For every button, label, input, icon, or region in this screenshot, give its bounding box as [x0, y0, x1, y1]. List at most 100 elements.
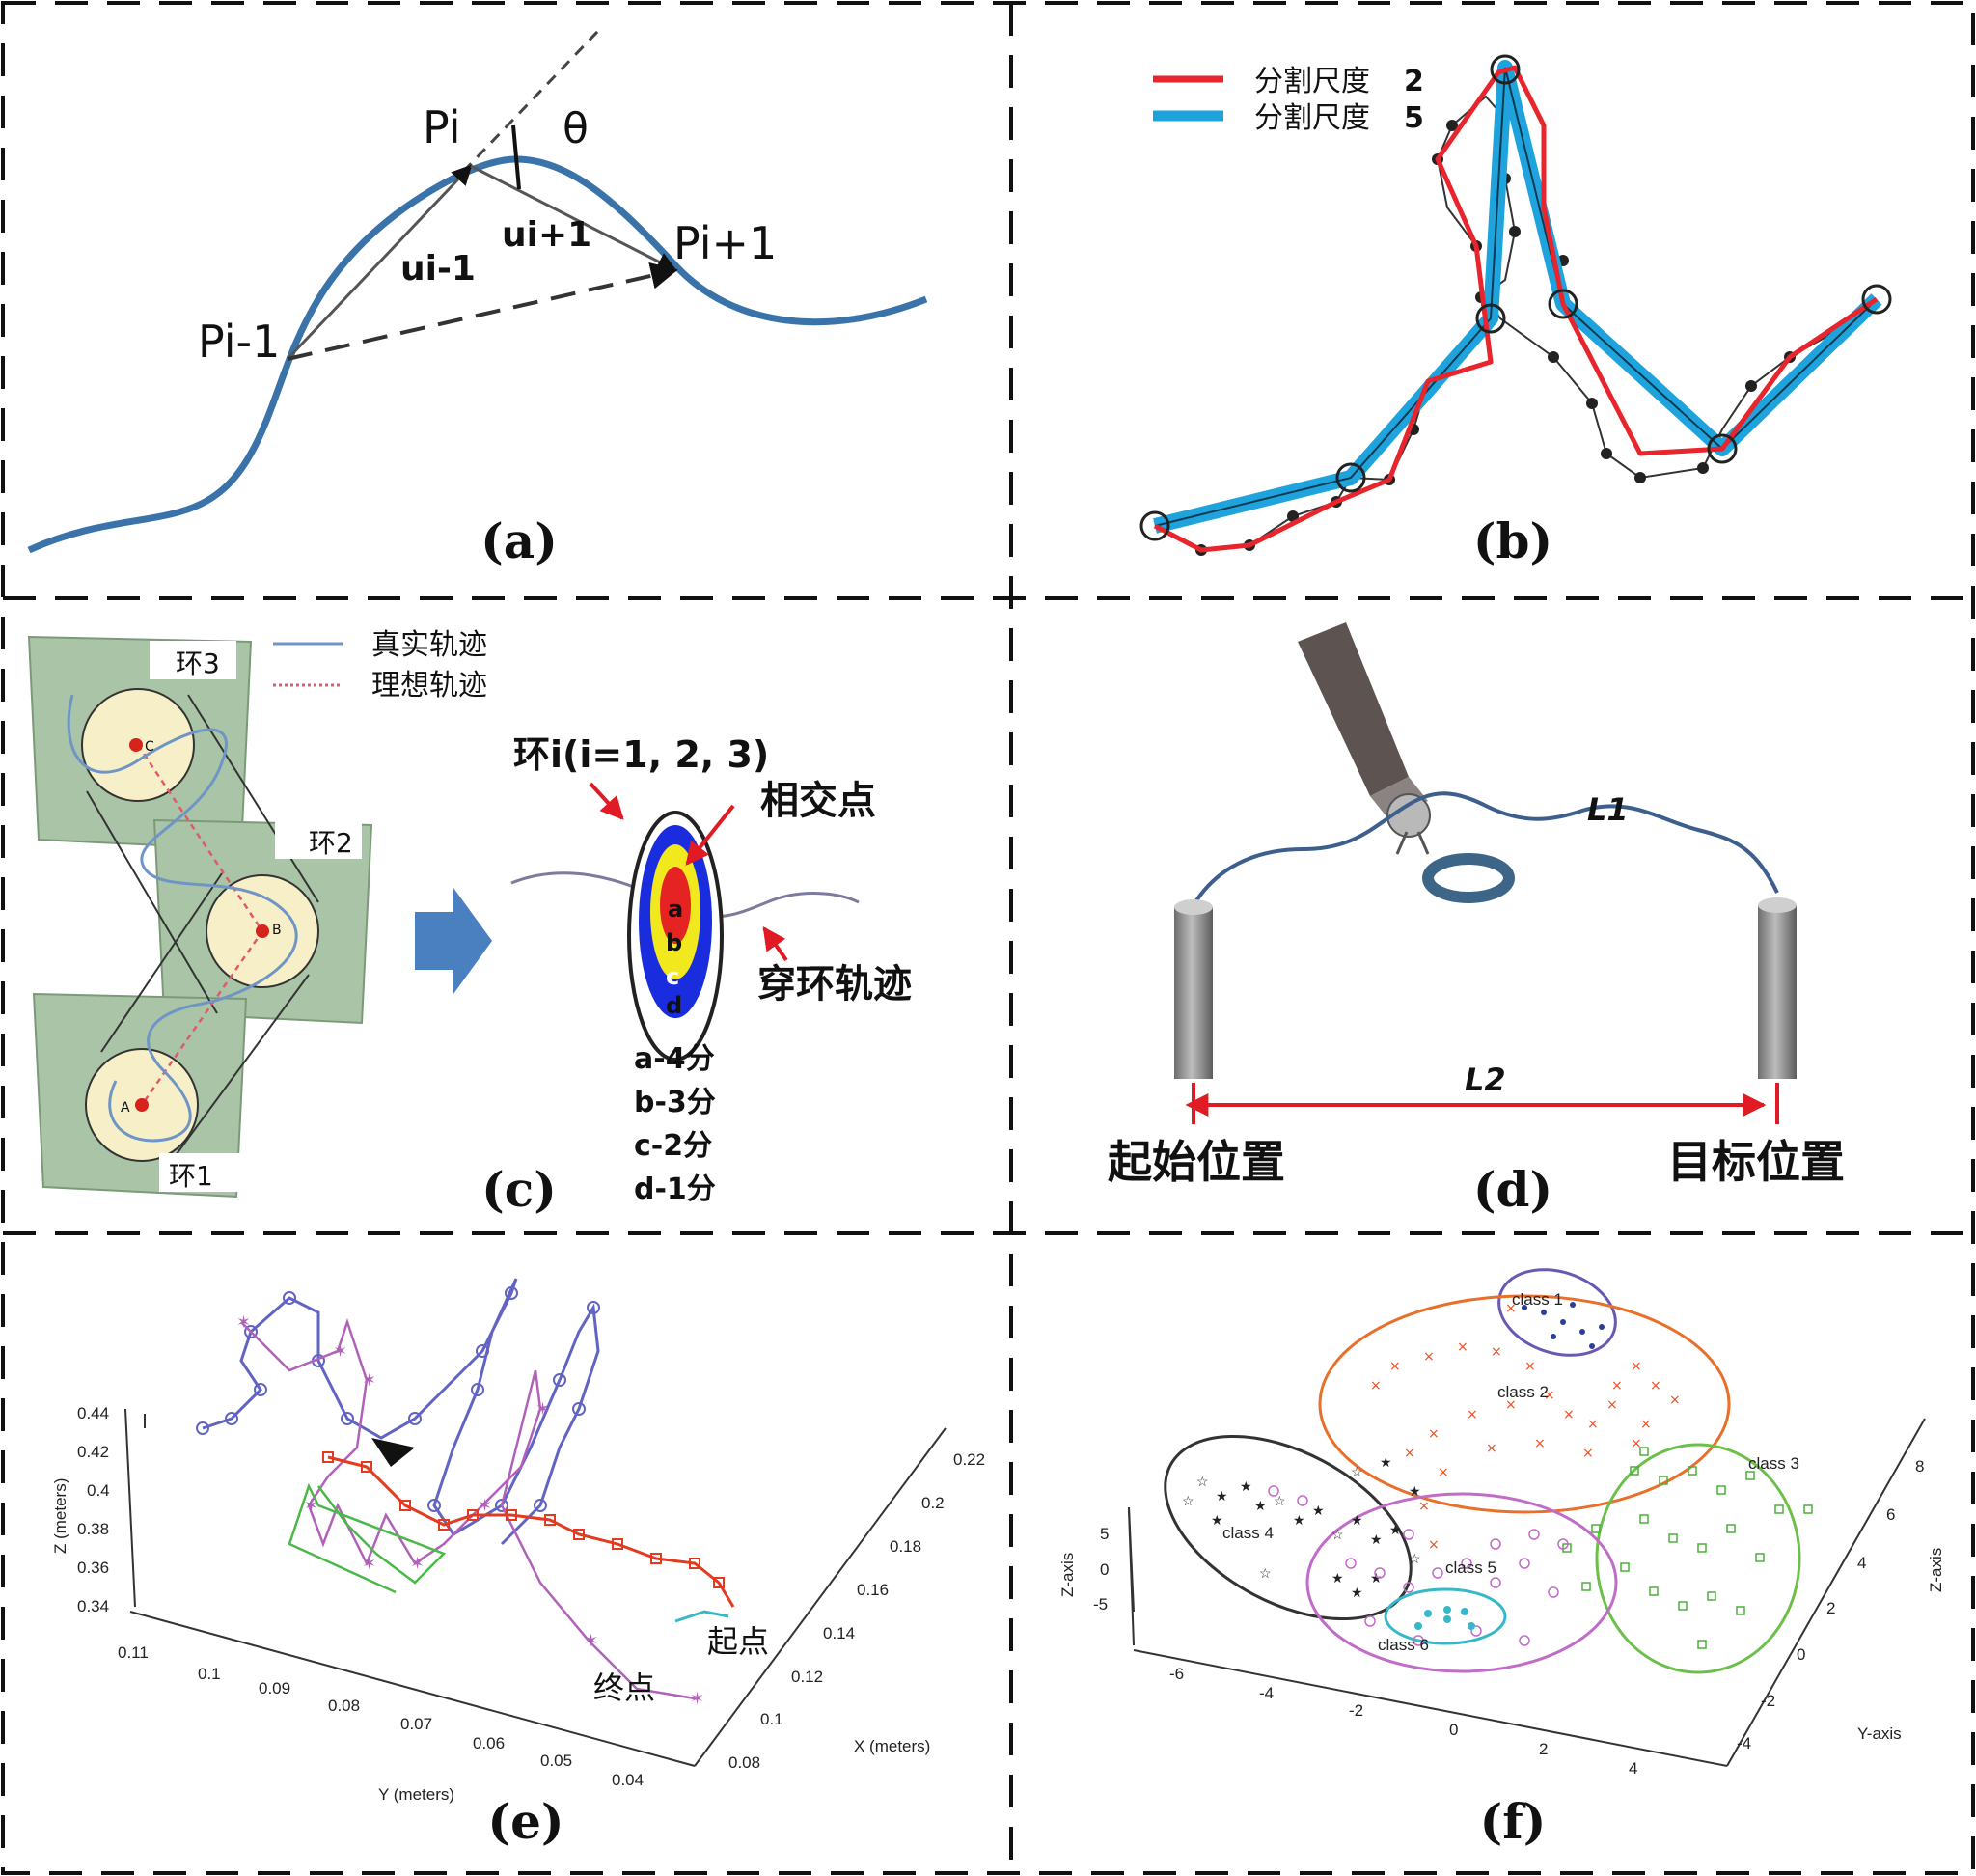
svg-text:0: 0: [1797, 1645, 1805, 1664]
trajectory-cyan: [674, 1610, 729, 1623]
svg-text:0.18: 0.18: [890, 1537, 921, 1556]
svg-text:×: ×: [1631, 1359, 1642, 1374]
svg-text:×: ×: [1389, 1359, 1401, 1374]
class6-points: [1414, 1606, 1475, 1630]
legend-b: 分割尺度 2 分割尺度 5: [1153, 65, 1424, 135]
curve: [27, 155, 928, 554]
svg-text:✶: ✶: [333, 1341, 347, 1362]
caption-c: (c): [481, 1161, 557, 1218]
svg-text:0: 0: [1100, 1560, 1109, 1579]
svg-text:★: ★: [1370, 1571, 1383, 1586]
segmentation-scale-5: [1153, 60, 1882, 534]
svg-text:×: ×: [1606, 1397, 1618, 1413]
markers-magenta: ✶✶✶ ✶✶ ✶ ✶✶✶ ✶: [236, 1312, 704, 1709]
target-title: 环i(i=1, 2, 3): [513, 733, 769, 776]
svg-text:6: 6: [1886, 1505, 1895, 1524]
svg-text:0.4: 0.4: [87, 1481, 110, 1500]
class-ellipses: [1164, 1268, 1801, 1674]
svg-text:×: ×: [1428, 1426, 1440, 1442]
intersection-label: 相交点: [760, 779, 876, 823]
svg-text:×: ×: [1505, 1397, 1517, 1413]
svg-text:✶: ✶: [362, 1554, 376, 1574]
wire-l1: [1192, 791, 1779, 907]
svg-text:0.08: 0.08: [728, 1753, 760, 1772]
trajectory-red: [327, 1455, 735, 1608]
caption-a: (a): [480, 512, 558, 569]
svg-text:✶: ✶: [690, 1689, 704, 1709]
svg-text:×: ×: [1534, 1436, 1546, 1451]
x-axis-label-e: X (meters): [854, 1737, 930, 1755]
svg-text:c: c: [666, 963, 679, 990]
svg-text:B: B: [272, 923, 282, 938]
svg-text:环3: 环3: [176, 648, 220, 679]
start-marker: [371, 1438, 415, 1467]
svg-text:0.36: 0.36: [77, 1559, 109, 1577]
svg-text:理想轨迹: 理想轨迹: [371, 669, 487, 703]
class3-ellipse: [1595, 1443, 1801, 1674]
segmentation-scale-2: [1153, 65, 1879, 553]
svg-text:☆: ☆: [1259, 1566, 1272, 1582]
svg-text:4: 4: [1629, 1759, 1637, 1778]
svg-text:d-1分: d-1分: [634, 1172, 716, 1206]
arrow-target-title: [589, 782, 624, 820]
svg-text:✶: ✶: [410, 1554, 425, 1574]
svg-text:✶: ✶: [584, 1631, 598, 1651]
label-goal: 目标位置: [1667, 1136, 1845, 1188]
vector-u-i-minus-1: [286, 164, 473, 361]
class4-ellipse: [1164, 1434, 1413, 1621]
svg-text:★: ★: [1312, 1504, 1325, 1519]
label-l2: L2: [1465, 1062, 1506, 1098]
svg-text:×: ×: [1587, 1417, 1599, 1432]
svg-text:×: ×: [1418, 1499, 1430, 1514]
svg-text:★: ★: [1389, 1523, 1402, 1538]
svg-text:-2: -2: [1761, 1692, 1775, 1710]
class-labels: class 1 class 2 class 3 class 4 class 5 …: [1222, 1290, 1799, 1654]
arrow-trajectory: [762, 926, 788, 962]
y-axis-label-f: Y-axis: [1857, 1724, 1902, 1743]
class1-points: [1522, 1302, 1605, 1349]
class2-ellipse: [1318, 1294, 1731, 1514]
tube-outlines: [86, 694, 319, 1159]
label-end-e: 终点: [593, 1669, 655, 1706]
panel-b: 分割尺度 2 分割尺度 5 (b): [1139, 54, 1892, 569]
svg-text:-6: -6: [1169, 1665, 1184, 1683]
trajectory-magenta: [240, 1318, 696, 1700]
svg-text:0.08: 0.08: [328, 1697, 360, 1715]
arrow-intersection: [685, 804, 735, 866]
svg-text:0.05: 0.05: [540, 1752, 572, 1770]
caption-f: (f): [1480, 1793, 1547, 1850]
svg-text:0: 0: [1449, 1721, 1458, 1739]
y-ticks-e: 0.11 0.1 0.09 0.08 0.07 0.06 0.05 0.04: [118, 1643, 644, 1789]
ring-labels: 环3 环2 环1: [150, 641, 362, 1192]
svg-text:a-4分: a-4分: [634, 1042, 715, 1076]
svg-text:★: ★: [1254, 1499, 1267, 1514]
class5-points: [1268, 1485, 1569, 1646]
panel-f: Z-axis 5 0 -5 -6 -4 -2 0 2 4 8 6 4 2 0 -…: [1058, 1268, 1945, 1850]
svg-text:d: d: [666, 992, 682, 1019]
raw-trajectory: [1154, 95, 1878, 552]
label-p-i-plus-1: Pi+1: [673, 217, 777, 269]
svg-text:☆: ☆: [1196, 1475, 1209, 1490]
caption-d: (d): [1473, 1161, 1552, 1218]
legend-c: 真实轨迹 理想轨迹: [273, 628, 487, 703]
svg-text:4: 4: [1857, 1554, 1866, 1572]
class4-points: ☆★★ ★ ☆★ ★☆★ ★★☆ ★★★ ★★☆ ☆☆★: [1182, 1455, 1421, 1601]
svg-text:☆: ☆: [1409, 1552, 1421, 1567]
panel-d: L1 L2 起始位置 目标位置 (d): [1108, 622, 1845, 1218]
label-l1: L1: [1587, 791, 1629, 828]
class1-ellipse: [1497, 1268, 1617, 1357]
class3-points: [1562, 1447, 1813, 1649]
svg-text:★: ★: [1211, 1513, 1223, 1529]
y-axis-label-e: Y (meters): [378, 1785, 454, 1804]
ring-center-points: [129, 738, 269, 1112]
svg-text:class 2: class 2: [1497, 1383, 1549, 1401]
svg-text:a: a: [668, 896, 683, 923]
x-ticks-e: 0.22 0.2 0.18 0.16 0.14 0.12 0.1 0.08: [728, 1450, 985, 1772]
theta-dashed-extension: [461, 29, 600, 174]
y-ticks-f: 8 6 4 2 0 -2 -4: [1737, 1457, 1924, 1752]
svg-text:b: b: [666, 929, 682, 956]
svg-text:0.09: 0.09: [259, 1679, 290, 1697]
arrow-right: [415, 888, 492, 994]
ring-planes: [27, 635, 373, 1199]
svg-text:-4: -4: [1737, 1734, 1751, 1752]
